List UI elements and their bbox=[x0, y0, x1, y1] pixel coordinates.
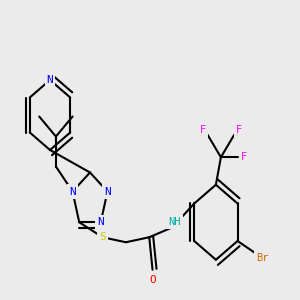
Text: NH: NH bbox=[168, 217, 181, 227]
Text: F: F bbox=[200, 125, 206, 135]
Text: N: N bbox=[98, 217, 104, 227]
Text: N: N bbox=[69, 187, 76, 196]
Text: N: N bbox=[46, 75, 53, 85]
Text: F: F bbox=[241, 152, 247, 162]
Text: S: S bbox=[99, 232, 106, 242]
Text: N: N bbox=[104, 187, 111, 196]
Text: Br: Br bbox=[256, 254, 269, 263]
Text: F: F bbox=[236, 125, 242, 135]
Text: O: O bbox=[149, 275, 156, 285]
